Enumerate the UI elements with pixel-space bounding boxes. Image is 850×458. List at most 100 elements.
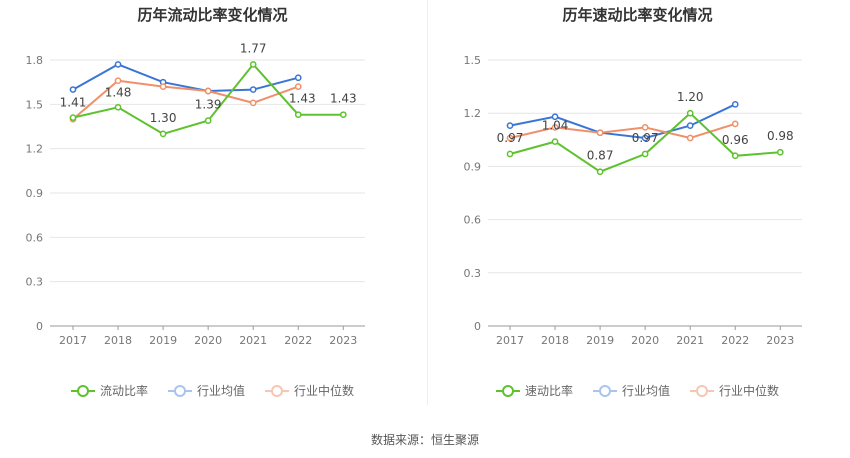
legend-label: 行业中位数 [294, 384, 355, 398]
data-point-industry_median [204, 87, 212, 95]
legend-line-icon [265, 384, 289, 398]
data-point-industry_avg [731, 100, 739, 108]
current-ratio-chart: 0 0.3 0.6 0.9 1.2 1.5 1.8 2017 2018 2019 2020 2021 2… [26, 41, 365, 347]
legend-item-quick-ratio[interactable]: 速动比率 [495, 382, 573, 399]
x-tick-label: 2018 [104, 334, 132, 347]
legend-line-icon [70, 384, 95, 398]
series-line-industry_median [72, 79, 299, 120]
data-point-industry_avg [506, 122, 514, 129]
x-tick-label: 2021 [676, 334, 704, 347]
data-point-company [114, 103, 122, 111]
y-tick-label: 1.8 [26, 54, 44, 67]
data-label: 1.04 [542, 119, 569, 133]
data-point-industry_avg [249, 86, 257, 93]
data-point-company [686, 109, 694, 117]
data-label: 1.43 [330, 92, 357, 106]
data-point-industry_median [641, 124, 649, 131]
data-label: 1.43 [289, 92, 316, 106]
y-tick-label: 1.2 [26, 143, 44, 156]
chart-title: 历年速动比率变化情况 [562, 6, 713, 24]
data-label: 1.77 [240, 41, 267, 55]
legend-item-industry-avg[interactable]: 行业均值 [592, 382, 670, 399]
y-tick-label: 0 [36, 320, 43, 333]
data-point-industry_avg [294, 74, 302, 82]
legend-label: 速动比率 [524, 384, 573, 398]
data-point-company [551, 138, 559, 145]
data-point-industry_median [294, 83, 302, 90]
data-label: 1.41 [60, 96, 87, 110]
data-point-industry_median [551, 124, 559, 131]
data-point-company [641, 150, 649, 158]
data-point-industry_avg [641, 134, 649, 142]
data-point-company [506, 150, 514, 158]
y-tick-label: 0.9 [464, 160, 482, 173]
data-point-industry_avg [686, 122, 694, 129]
x-tick-label: 2017 [59, 334, 87, 347]
current-ratio-panel: 历年流动比率变化情况 0 0.3 0.6 0.9 1.2 1.5 1.8 2017 2018 20… [0, 0, 425, 410]
data-point-company [204, 117, 212, 124]
data-label: 0.97 [632, 131, 659, 145]
y-tick-label: 0.3 [464, 267, 482, 280]
x-tick-label: 2023 [766, 334, 794, 347]
data-point-company [596, 168, 604, 176]
y-tick-label: 1.5 [26, 98, 44, 111]
y-tick-label: 0.6 [26, 231, 44, 244]
data-label: 0.87 [587, 149, 614, 163]
x-tick-label: 2019 [586, 334, 614, 347]
legend-line-icon [690, 384, 714, 398]
x-tick-label: 2020 [631, 334, 659, 347]
series-line-industry_median [509, 122, 736, 140]
legend-label: 行业均值 [621, 384, 670, 398]
data-point-industry_avg [551, 113, 559, 121]
data-point-industry_median [596, 129, 604, 137]
legend-item-industry-avg[interactable]: 行业均值 [167, 382, 245, 399]
legend-label: 行业均值 [196, 384, 245, 398]
legend-item-industry-median[interactable]: 行业中位数 [265, 382, 354, 399]
data-label: 0.98 [767, 129, 794, 143]
data-source: 数据来源：恒生聚源 [370, 433, 479, 447]
data-point-industry_median [731, 120, 739, 128]
chart-title: 历年流动比率变化情况 [137, 6, 288, 24]
data-label: 0.96 [722, 133, 749, 147]
legend: 流动比率 行业均值 行业中位数 [0, 382, 425, 399]
y-tick-label: 1.2 [464, 107, 482, 120]
data-point-company [731, 152, 739, 160]
data-point-industry_median [114, 77, 122, 85]
data-point-industry_median [506, 134, 514, 142]
x-tick-label: 2020 [194, 334, 222, 347]
data-point-company [776, 148, 784, 156]
data-point-company [339, 111, 347, 119]
y-tick-label: 0.3 [26, 276, 44, 289]
y-tick-label: 0.6 [464, 214, 482, 227]
data-point-industry_median [686, 134, 694, 142]
legend-label: 流动比率 [99, 384, 148, 398]
legend-item-industry-median[interactable]: 行业中位数 [690, 382, 779, 399]
y-tick-label: 0 [474, 320, 481, 333]
panel-divider [427, 0, 428, 405]
series-line-industry_avg [509, 103, 736, 140]
data-label: 1.39 [195, 98, 222, 112]
legend-line-icon [592, 384, 617, 398]
data-point-industry_avg [114, 61, 122, 68]
data-point-company [159, 130, 167, 138]
legend-line-icon [167, 384, 192, 398]
data-label: 0.97 [497, 131, 524, 145]
series-line-industry_avg [72, 63, 299, 93]
data-point-company [249, 61, 257, 68]
data-point-industry_median [159, 83, 167, 90]
data-label: 1.48 [105, 85, 132, 99]
y-tick-label: 1.5 [464, 54, 482, 67]
quick-ratio-panel: 历年速动比率变化情况 0 0.3 0.6 0.9 1.2 1.5 2017 2018 2019 2… [425, 0, 850, 410]
x-tick-label: 2021 [239, 334, 267, 347]
data-point-company [294, 111, 302, 119]
legend-item-current-ratio[interactable]: 流动比率 [70, 382, 148, 399]
data-point-company [69, 114, 77, 121]
legend: 速动比率 行业均值 行业中位数 [425, 382, 850, 399]
x-tick-label: 2017 [496, 334, 524, 347]
legend-label: 行业中位数 [719, 384, 780, 398]
x-tick-label: 2018 [541, 334, 569, 347]
quick-ratio-chart: 0 0.3 0.6 0.9 1.2 1.5 2017 2018 2019 2020 2021 2022… [464, 54, 802, 347]
x-tick-label: 2022 [721, 334, 749, 347]
data-point-industry_median [249, 99, 257, 107]
x-tick-label: 2022 [284, 334, 312, 347]
